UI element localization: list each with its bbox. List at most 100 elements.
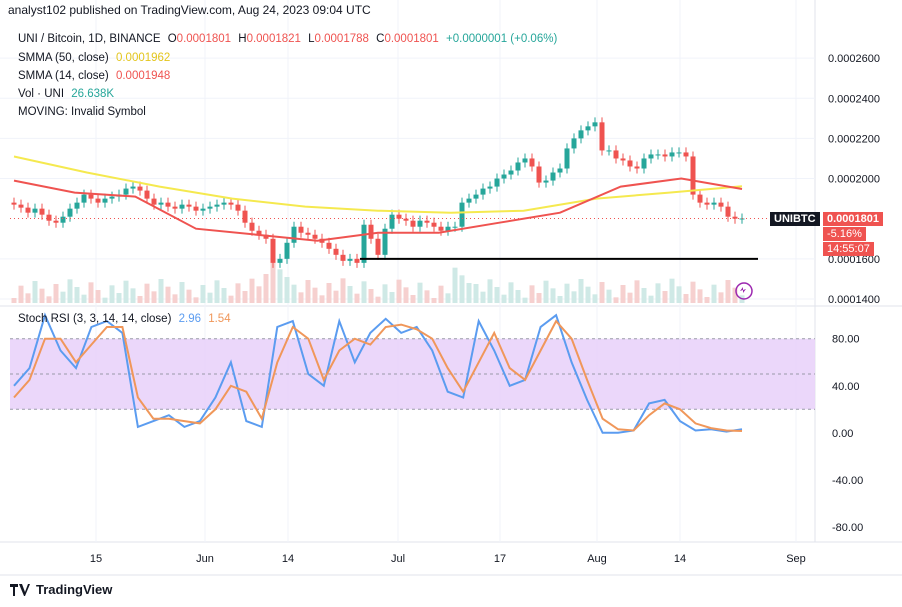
volume-legend[interactable]: Vol · UNI 26.638K [18,88,118,100]
candle-body [410,220,416,227]
volume-bar [452,267,458,303]
x-tick-label: 17 [494,553,506,565]
volume-bar [249,278,255,303]
smma50-label: SMMA (50, close) [18,52,109,64]
volume-bar [11,298,17,303]
candle-body [571,138,577,149]
candle-body [704,202,710,205]
volume-bar [627,292,633,303]
volume-bar [144,283,150,303]
candle-body [214,204,220,207]
candle-body [11,202,17,205]
candle-body [557,168,563,173]
tradingview-footer[interactable]: TradingView [10,582,112,597]
candle-body [326,242,332,249]
price-tick-label: 0.0002400 [828,93,880,105]
volume-bar [613,297,619,303]
x-tick-label: Jul [391,553,405,565]
candle-body [389,214,395,229]
smma50-legend[interactable]: SMMA (50, close) 0.0001962 [18,52,174,64]
volume-bar [270,261,276,303]
volume-bar [347,286,353,303]
candle-body [417,220,423,227]
candle-body [634,166,640,169]
volume-bar [207,292,213,303]
volume-bar [732,287,738,303]
volume-bar [606,289,612,303]
price-tag-symbol: UNIBTC [770,212,820,226]
volume-bar [382,284,388,303]
price-tag-countdown: 14:55:07 [823,242,874,256]
ohlc-high: H0.0001821 [238,33,301,45]
volume-bar [39,288,45,303]
candle-body [200,208,206,211]
volume-bar [305,280,311,303]
stoch-tick-label: -80.00 [832,522,863,534]
volume-bar [354,293,360,303]
candle-body [396,214,402,219]
smma14-label: SMMA (14, close) [18,70,109,82]
candle-body [81,194,87,203]
volume-bar [284,277,290,303]
moving-legend[interactable]: MOVING: Invalid Symbol [18,106,146,118]
stoch-k-line [13,312,743,434]
candle-body [683,152,689,157]
candle-body [242,210,248,223]
symbol-title[interactable]: UNI / Bitcoin, 1D, BINANCE [18,33,161,45]
volume-bar [459,275,465,303]
candle-body [74,202,80,209]
candle-body [459,202,465,227]
candle-body [669,152,675,157]
volume-bar [634,280,640,303]
candle-body [158,202,164,205]
volume-bar [641,288,647,303]
volume-bar [592,294,598,303]
candle-body [627,160,633,167]
candle-body [340,254,346,261]
stoch-tick-label: -40.00 [832,475,863,487]
smma14-legend[interactable]: SMMA (14, close) 0.0001948 [18,70,174,82]
volume-bar [312,287,318,303]
candle-body [298,226,304,233]
stoch-legend[interactable]: Stoch RSI (3, 3, 14, 14, close) 2.96 1.5… [18,313,235,325]
stoch-d-value: 1.54 [208,313,231,325]
volume-bar [410,295,416,303]
candle-body [690,156,696,195]
volume-bar [515,290,521,303]
candle-body [529,158,535,167]
volume-bar [662,291,668,303]
candle-body [501,174,507,179]
volume-bar [396,279,402,303]
volume-bar [109,285,115,303]
ohlc-low: L0.0001788 [308,33,369,45]
candle-body [60,216,66,223]
candle-body [32,208,38,213]
x-tick-label: Jun [196,553,214,565]
x-tick-label: 15 [90,553,102,565]
candle-body [375,238,381,255]
volume-bar [508,282,514,303]
candle-body [725,206,731,217]
candle-body [508,170,514,175]
volume-bar [228,295,234,303]
candle-body [39,208,45,215]
volume-value: 26.638K [71,88,115,100]
candle-body [648,154,654,159]
volume-bar [263,274,269,303]
candle-body [592,122,598,127]
candle-body [711,202,717,205]
x-tick-label: Aug [587,553,607,565]
volume-bar [571,291,577,303]
candle-body [88,194,94,199]
volume-bar [95,290,101,303]
candle-body [424,220,430,223]
volume-bar [375,296,381,303]
volume-bar [67,279,73,303]
candle-body [312,234,318,239]
candle-body [277,258,283,263]
candle-body [137,186,143,191]
volume-bar [130,288,136,303]
volume-bar [494,287,500,303]
candle-body [676,152,682,154]
